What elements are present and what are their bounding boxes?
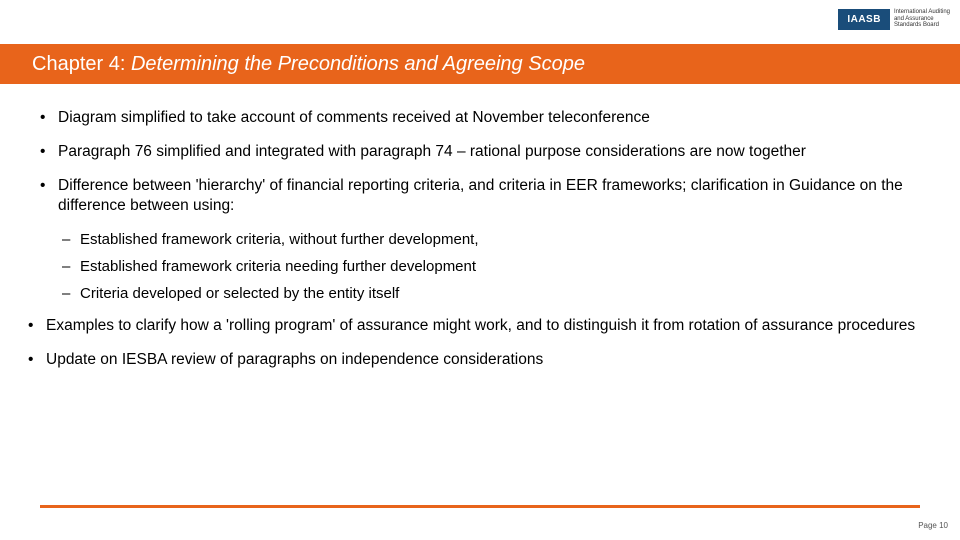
bullet-text: Diagram simplified to take account of co… (58, 108, 650, 128)
content-area: • Diagram simplified to take account of … (40, 108, 920, 384)
header: IAASB International Auditing and Assuran… (0, 0, 960, 38)
bullet-text: Difference between 'hierarchy' of financ… (58, 176, 920, 216)
sub-bullet-text: Established framework criteria needing f… (80, 258, 476, 275)
bullet-item: • Examples to clarify how a 'rolling pro… (28, 316, 920, 336)
sub-bullet-item: – Criteria developed or selected by the … (62, 285, 920, 302)
footer-rule (40, 505, 920, 508)
bullet-text: Paragraph 76 simplified and integrated w… (58, 142, 806, 162)
bullet-marker: • (40, 108, 58, 128)
title-italic: Determining the Preconditions and Agreei… (131, 53, 585, 75)
bullet-marker: • (28, 316, 46, 336)
bullet-marker: • (40, 142, 58, 162)
logo-line2: and Assurance (894, 16, 950, 23)
sub-bullet-text: Established framework criteria, without … (80, 231, 479, 248)
bullet-text: Examples to clarify how a 'rolling progr… (46, 316, 915, 336)
page-number: Page 10 (918, 521, 948, 530)
bullet-item: • Paragraph 76 simplified and integrated… (40, 142, 920, 162)
sub-bullet-text: Criteria developed or selected by the en… (80, 285, 399, 302)
dash-marker: – (62, 231, 80, 248)
dash-marker: – (62, 285, 80, 302)
logo-badge: IAASB (838, 9, 890, 30)
bullet-item: • Update on IESBA review of paragraphs o… (28, 350, 920, 370)
bullet-item: • Difference between 'hierarchy' of fina… (40, 176, 920, 216)
logo-line1: International Auditing (894, 9, 950, 16)
bullet-text: Update on IESBA review of paragraphs on … (46, 350, 543, 370)
dash-marker: – (62, 258, 80, 275)
bullet-marker: • (28, 350, 46, 370)
logo-subtitle: International Auditing and Assurance Sta… (894, 9, 950, 29)
bullet-marker: • (40, 176, 58, 216)
sub-bullet-item: – Established framework criteria, withou… (62, 231, 920, 248)
title-prefix: Chapter 4: (32, 53, 131, 75)
sub-bullet-item: – Established framework criteria needing… (62, 258, 920, 275)
bullet-item: • Diagram simplified to take account of … (40, 108, 920, 128)
logo-line3: Standards Board (894, 22, 950, 29)
title-band: Chapter 4: Determining the Preconditions… (0, 44, 960, 84)
